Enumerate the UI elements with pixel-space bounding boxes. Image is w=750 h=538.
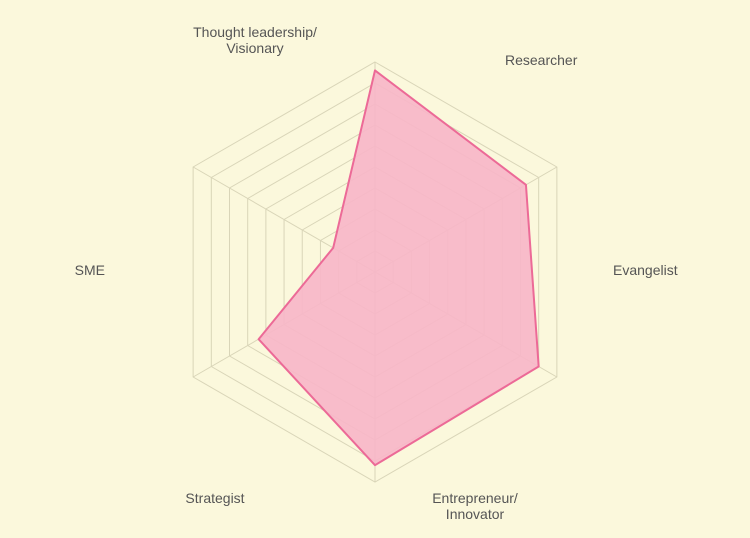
radar-chart-svg <box>0 0 750 538</box>
radar-chart-container: Thought leadership/ VisionaryResearcherE… <box>0 0 750 538</box>
